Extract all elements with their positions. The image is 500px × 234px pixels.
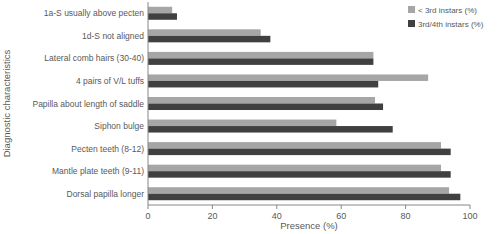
bar	[148, 81, 378, 88]
bar	[148, 126, 393, 133]
bar	[148, 58, 373, 64]
x-tick	[405, 205, 406, 209]
bar	[148, 187, 449, 194]
x-axis-label: Presence (%)	[280, 220, 338, 231]
bar	[148, 7, 172, 14]
x-tick-label: 0	[145, 211, 150, 221]
bar	[148, 171, 451, 178]
x-tick	[212, 205, 213, 209]
bar	[148, 74, 428, 81]
bar	[148, 97, 375, 104]
legend-label: < 3rd instars (%)	[418, 6, 477, 15]
bar	[148, 29, 261, 36]
x-tick	[341, 205, 342, 209]
bar	[148, 120, 336, 127]
category-label: 1a-S usually above pecten	[44, 8, 144, 18]
y-axis-label: Diagnostic characteristics	[1, 49, 12, 157]
bar	[148, 36, 270, 43]
bar	[148, 194, 460, 201]
category-label: Pecten teeth (8-12)	[71, 144, 144, 154]
category-label: Siphon bulge	[94, 121, 144, 131]
bar	[148, 52, 373, 59]
legend-swatch	[408, 20, 415, 27]
category-label: 1d-S not aligned	[82, 31, 144, 41]
bar	[148, 165, 441, 172]
bar	[148, 149, 451, 156]
bar	[148, 104, 383, 111]
chart: 0204060801001a-S usually above pecten1d-…	[0, 0, 500, 234]
x-tick-label: 100	[462, 211, 477, 221]
category-label: Mantle plate teeth (9-11)	[52, 166, 144, 176]
bar	[148, 142, 441, 149]
bar	[148, 13, 177, 20]
category-label: Papilla about length of saddle	[32, 99, 144, 109]
x-tick-label: 80	[401, 211, 411, 221]
category-label: Lateral comb hairs (30-40)	[44, 53, 144, 63]
bars	[148, 7, 460, 200]
legend-label: 3rd/4th instars (%)	[418, 20, 484, 29]
category-label: Dorsal papilla longer	[67, 189, 145, 199]
x-tick-label: 20	[207, 211, 217, 221]
x-tick	[148, 205, 149, 209]
x-tick	[276, 205, 277, 209]
y-axis	[148, 2, 149, 205]
category-label: 4 pairs of V/L tuffs	[76, 76, 144, 86]
x-tick	[470, 205, 471, 209]
x-axis	[148, 205, 470, 206]
legend-swatch	[408, 6, 415, 13]
